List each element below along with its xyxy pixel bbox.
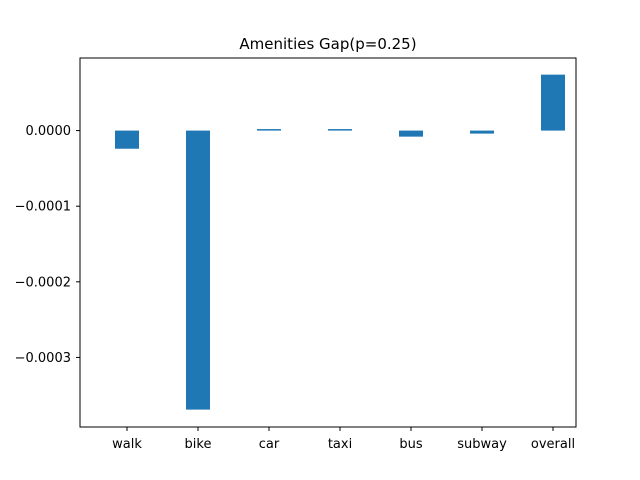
y-tick-label: 0.0000 [26, 124, 72, 139]
x-tick-label-overall: overall [531, 437, 575, 452]
bar-subway [470, 130, 494, 134]
x-tick-label-car: car [259, 437, 280, 452]
y-tick-label: −0.0002 [15, 275, 71, 290]
x-axis: walk bike car taxi bus subway overall [112, 427, 575, 452]
bar-bike [186, 130, 210, 410]
x-tick-label-bus: bus [399, 437, 422, 452]
x-tick-label-taxi: taxi [328, 437, 352, 452]
bar-car [257, 129, 281, 131]
bar-bus [399, 130, 423, 137]
x-tick-label-walk: walk [112, 437, 142, 452]
y-axis: 0.0000 −0.0001 −0.0002 −0.0003 [15, 124, 80, 366]
plot-frame [79, 57, 577, 428]
bar-taxi [328, 129, 352, 131]
bar-walk [115, 130, 139, 149]
bar-overall [541, 74, 565, 131]
bars-group [115, 74, 565, 410]
y-tick-label: −0.0001 [15, 200, 71, 215]
y-tick-label: −0.0003 [15, 351, 71, 366]
x-tick-label-bike: bike [185, 437, 212, 452]
x-tick-label-subway: subway [457, 437, 507, 452]
chart-title: Amenities Gap(p=0.25) [239, 35, 416, 53]
